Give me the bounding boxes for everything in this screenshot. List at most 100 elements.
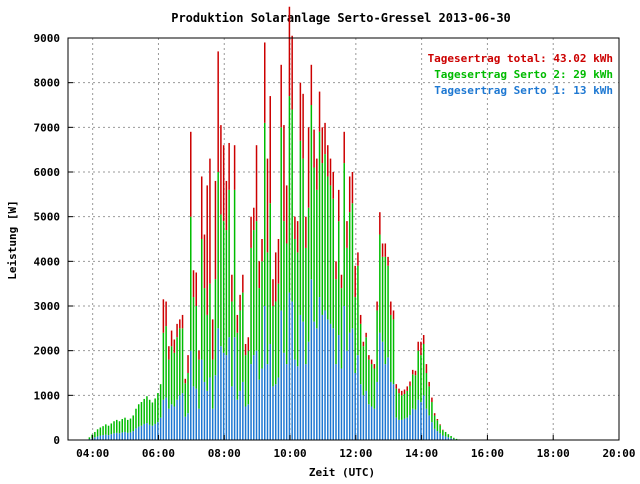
bar-segment-total bbox=[352, 172, 354, 203]
bar-segment-total bbox=[226, 181, 228, 230]
bar-segment-serto-2 bbox=[396, 389, 398, 418]
bar-segment-serto-2 bbox=[289, 96, 291, 293]
bar-segment-total bbox=[256, 145, 258, 221]
bar-segment-serto-1 bbox=[143, 424, 145, 440]
bar-segment-serto-1 bbox=[127, 433, 128, 440]
bar-segment-total bbox=[275, 252, 277, 301]
bar-segment-serto-1 bbox=[141, 426, 143, 440]
bar-segment-serto-2 bbox=[179, 328, 181, 395]
bar-segment-serto-2 bbox=[275, 302, 277, 385]
bar-segment-total bbox=[415, 371, 417, 375]
bar-segment-serto-1 bbox=[445, 436, 447, 440]
bar-segment-serto-1 bbox=[385, 364, 387, 440]
bar-segment-serto-2 bbox=[157, 393, 159, 422]
bar-segment-serto-1 bbox=[102, 435, 104, 440]
bar-segment-serto-2 bbox=[286, 243, 288, 364]
bar-segment-serto-2 bbox=[387, 266, 389, 358]
bar-segment-total bbox=[420, 342, 422, 355]
bar-segment-serto-2 bbox=[127, 420, 128, 433]
bar-segment-serto-2 bbox=[261, 261, 263, 368]
bar-segment-serto-2 bbox=[453, 438, 455, 439]
bar-segment-total bbox=[313, 130, 315, 168]
bar-segment-serto-1 bbox=[160, 418, 162, 440]
bar-segment-serto-2 bbox=[313, 168, 315, 322]
bar-segment-serto-1 bbox=[179, 395, 181, 440]
bar-segment-serto-1 bbox=[409, 415, 411, 440]
bar-segment-serto-2 bbox=[89, 437, 91, 439]
bar-segment-serto-1 bbox=[187, 413, 189, 440]
bar-segment-total bbox=[259, 261, 261, 288]
bar-segment-total bbox=[291, 36, 293, 110]
bar-segment-total bbox=[434, 413, 436, 415]
chart-title: Produktion Solaranlage Serto-Gressel 201… bbox=[171, 11, 511, 25]
bar-segment-serto-2 bbox=[297, 252, 299, 366]
bar-segment-serto-2 bbox=[116, 420, 118, 433]
bar-segment-serto-1 bbox=[406, 418, 408, 440]
bar-segment-total bbox=[264, 42, 266, 122]
bar-segment-total bbox=[165, 302, 167, 327]
bar-segment-serto-1 bbox=[333, 328, 335, 440]
x-tick-label: 16:00 bbox=[471, 447, 504, 460]
bar-segment-serto-2 bbox=[171, 346, 173, 404]
bar-segment-serto-2 bbox=[352, 203, 354, 328]
bar-segment-serto-2 bbox=[234, 190, 236, 337]
bar-segment-serto-1 bbox=[365, 391, 367, 440]
bar-segment-serto-2 bbox=[124, 418, 126, 432]
bar-segment-serto-2 bbox=[283, 221, 285, 353]
bar-segment-serto-1 bbox=[135, 428, 137, 440]
bar-segment-total bbox=[374, 364, 376, 368]
bar-segment-total bbox=[267, 159, 269, 253]
bar-segment-serto-2 bbox=[190, 217, 192, 351]
bar-segment-serto-1 bbox=[174, 407, 176, 441]
bar-segment-total bbox=[322, 127, 324, 163]
y-tick-label: 1000 bbox=[34, 389, 61, 402]
bar-segment-serto-1 bbox=[193, 386, 195, 440]
bar-segment-serto-1 bbox=[313, 322, 315, 440]
bar-segment-serto-1 bbox=[267, 364, 269, 440]
bar-segment-serto-1 bbox=[428, 415, 430, 440]
bar-segment-serto-2 bbox=[220, 214, 222, 346]
bar-segment-serto-2 bbox=[278, 284, 280, 378]
bar-segment-serto-2 bbox=[138, 404, 140, 426]
bar-segment-serto-2 bbox=[215, 279, 217, 375]
bar-segment-serto-2 bbox=[330, 185, 332, 323]
bar-segment-serto-2 bbox=[354, 297, 356, 373]
bar-segment-serto-1 bbox=[206, 391, 208, 440]
bar-segment-total bbox=[376, 302, 378, 311]
bar-segment-serto-1 bbox=[338, 335, 340, 440]
bar-segment-serto-2 bbox=[226, 230, 228, 355]
bar-segment-serto-2 bbox=[428, 386, 430, 415]
bar-segment-serto-1 bbox=[231, 386, 233, 440]
bar-segment-serto-2 bbox=[335, 279, 337, 364]
bar-segment-serto-1 bbox=[343, 306, 345, 440]
bar-segment-serto-1 bbox=[335, 364, 337, 440]
legend-entry: Tagesertrag Serto 2: 29 kWh bbox=[434, 68, 613, 81]
bar-segment-serto-1 bbox=[398, 420, 400, 440]
bar-segment-serto-2 bbox=[448, 434, 450, 437]
bar-segment-serto-1 bbox=[212, 409, 214, 440]
bar-segment-total bbox=[185, 379, 187, 383]
bar-segment-serto-1 bbox=[412, 409, 414, 440]
bar-segment-total bbox=[163, 299, 165, 333]
bar-segment-total bbox=[269, 96, 271, 203]
bar-segment-serto-1 bbox=[289, 293, 291, 440]
bar-segment-serto-1 bbox=[374, 409, 376, 440]
bar-segment-serto-1 bbox=[116, 433, 118, 440]
bar-segment-serto-2 bbox=[119, 421, 121, 433]
bar-segment-serto-1 bbox=[379, 333, 381, 440]
bar-segment-serto-2 bbox=[239, 310, 241, 390]
bar-segment-total bbox=[206, 185, 208, 315]
bar-segment-total bbox=[283, 125, 285, 221]
bar-segment-serto-2 bbox=[160, 384, 162, 418]
bar-segment-total bbox=[343, 132, 345, 163]
bar-segment-serto-1 bbox=[259, 380, 261, 440]
bar-segment-serto-2 bbox=[319, 132, 321, 297]
bar-segment-total bbox=[239, 295, 241, 311]
bar-segment-total bbox=[393, 310, 395, 319]
x-axis-label: Zeit (UTC) bbox=[309, 466, 375, 479]
bar-segment-total bbox=[289, 7, 291, 96]
bar-segment-serto-2 bbox=[250, 248, 252, 364]
bar-segment-serto-1 bbox=[132, 431, 134, 440]
bar-segment-serto-1 bbox=[327, 319, 329, 440]
bar-segment-total bbox=[237, 315, 239, 333]
